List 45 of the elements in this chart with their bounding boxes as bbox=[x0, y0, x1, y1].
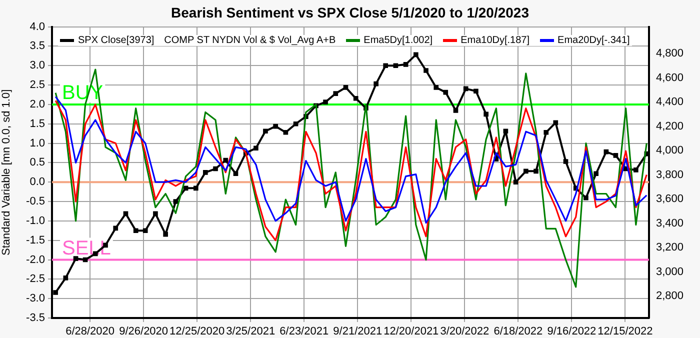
x-tick-label: 9/26/2020 bbox=[119, 326, 168, 338]
x-tick-label: 12/20/2021 bbox=[384, 326, 439, 338]
x-tick-label: 6/18/2022 bbox=[494, 326, 543, 338]
legend-label: Ema5Dy[1.002] bbox=[364, 35, 433, 46]
x-tick-label: 12/15/2022 bbox=[598, 326, 653, 338]
y-tick-label: 1.0 bbox=[30, 137, 45, 150]
y2-tick-label: 4,200 bbox=[656, 120, 684, 132]
y-tick-label: -1.5 bbox=[26, 234, 45, 246]
y2-tick-label: 2,800 bbox=[656, 290, 684, 302]
legend-label: Ema20Dy[-.341] bbox=[558, 35, 630, 46]
x-tick-label: 3/20/2022 bbox=[440, 326, 490, 338]
x-tick-label: 12/25/2020 bbox=[170, 326, 225, 338]
legend-title: COMP ST NYDN Vol & $ Vol_Avg A+B bbox=[164, 35, 336, 46]
y-tick-label: 2.5 bbox=[30, 79, 45, 92]
y-axis-title: Standard Variable [mn 0.0, sd 1.0] bbox=[0, 89, 13, 256]
y-tick-label: 3.5 bbox=[30, 40, 45, 52]
x-tick-label: 9/21/2021 bbox=[333, 326, 382, 338]
y-tick-label: -3.0 bbox=[26, 292, 45, 305]
y2-tick-label: 3,800 bbox=[656, 168, 684, 181]
chart-title: Bearish Sentiment vs SPX Close 5/1/2020 to 1/20/2023 bbox=[171, 4, 530, 20]
x-tick-label: 9/16/2022 bbox=[547, 326, 596, 338]
legend-label: Ema10Dy[.187] bbox=[460, 35, 530, 46]
y-tick-label: -2.0 bbox=[26, 254, 45, 266]
y2-tick-label: 3,000 bbox=[656, 266, 684, 278]
x-tick-label: 6/23/2021 bbox=[280, 326, 329, 338]
y2-tick-label: 3,200 bbox=[656, 242, 684, 254]
y-tick-label: -0.5 bbox=[26, 196, 45, 208]
y2-tick-label: 3,400 bbox=[656, 217, 684, 230]
x-tick-label: 6/28/2020 bbox=[66, 326, 115, 338]
legend-label: SPX Close[3973] bbox=[78, 35, 154, 46]
y-tick-label: 4.0 bbox=[30, 20, 45, 33]
y-tick-label: 0.5 bbox=[30, 156, 45, 169]
y-tick-label: 0.0 bbox=[30, 176, 45, 188]
y-tick-label: 1.5 bbox=[30, 118, 45, 130]
y-tick-label: -1.0 bbox=[26, 214, 45, 227]
y-tick-label: 3.0 bbox=[30, 60, 45, 72]
y2-tick-label: 4,000 bbox=[656, 144, 684, 157]
y2-tick-label: 4,800 bbox=[656, 48, 684, 60]
x-tick-label: 3/25/2021 bbox=[226, 326, 276, 338]
y-tick-label: -2.5 bbox=[26, 273, 45, 286]
y2-tick-label: 4,400 bbox=[656, 96, 684, 108]
y2-tick-label: 3,600 bbox=[656, 193, 684, 206]
y2-tick-label: 4,600 bbox=[656, 72, 684, 84]
y-tick-label: -3.5 bbox=[26, 312, 45, 324]
y-tick-label: 2.0 bbox=[30, 98, 45, 110]
